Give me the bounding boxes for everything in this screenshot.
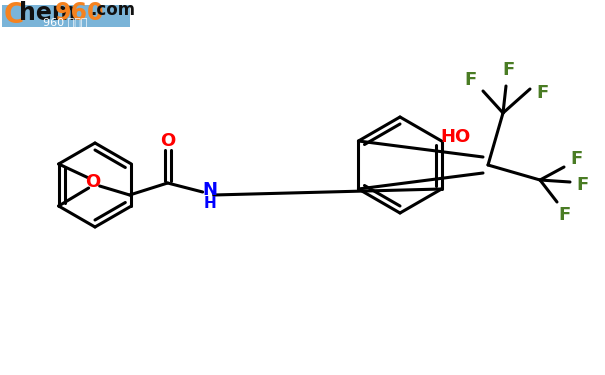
Text: 960: 960 (55, 1, 105, 25)
Text: HO: HO (441, 128, 471, 146)
Text: C: C (4, 1, 24, 29)
Text: F: F (537, 84, 549, 102)
Text: .com: .com (90, 1, 135, 19)
Text: 960 化工网: 960 化工网 (43, 17, 87, 27)
Text: F: F (502, 61, 514, 79)
Text: F: F (465, 71, 477, 89)
Text: N: N (202, 181, 217, 199)
Text: H: H (203, 195, 216, 210)
Text: hem: hem (19, 1, 77, 25)
FancyBboxPatch shape (2, 5, 130, 27)
Text: F: F (576, 176, 588, 194)
Text: O: O (160, 132, 175, 150)
Text: F: F (558, 206, 570, 224)
Text: O: O (85, 173, 100, 191)
Text: F: F (570, 150, 582, 168)
